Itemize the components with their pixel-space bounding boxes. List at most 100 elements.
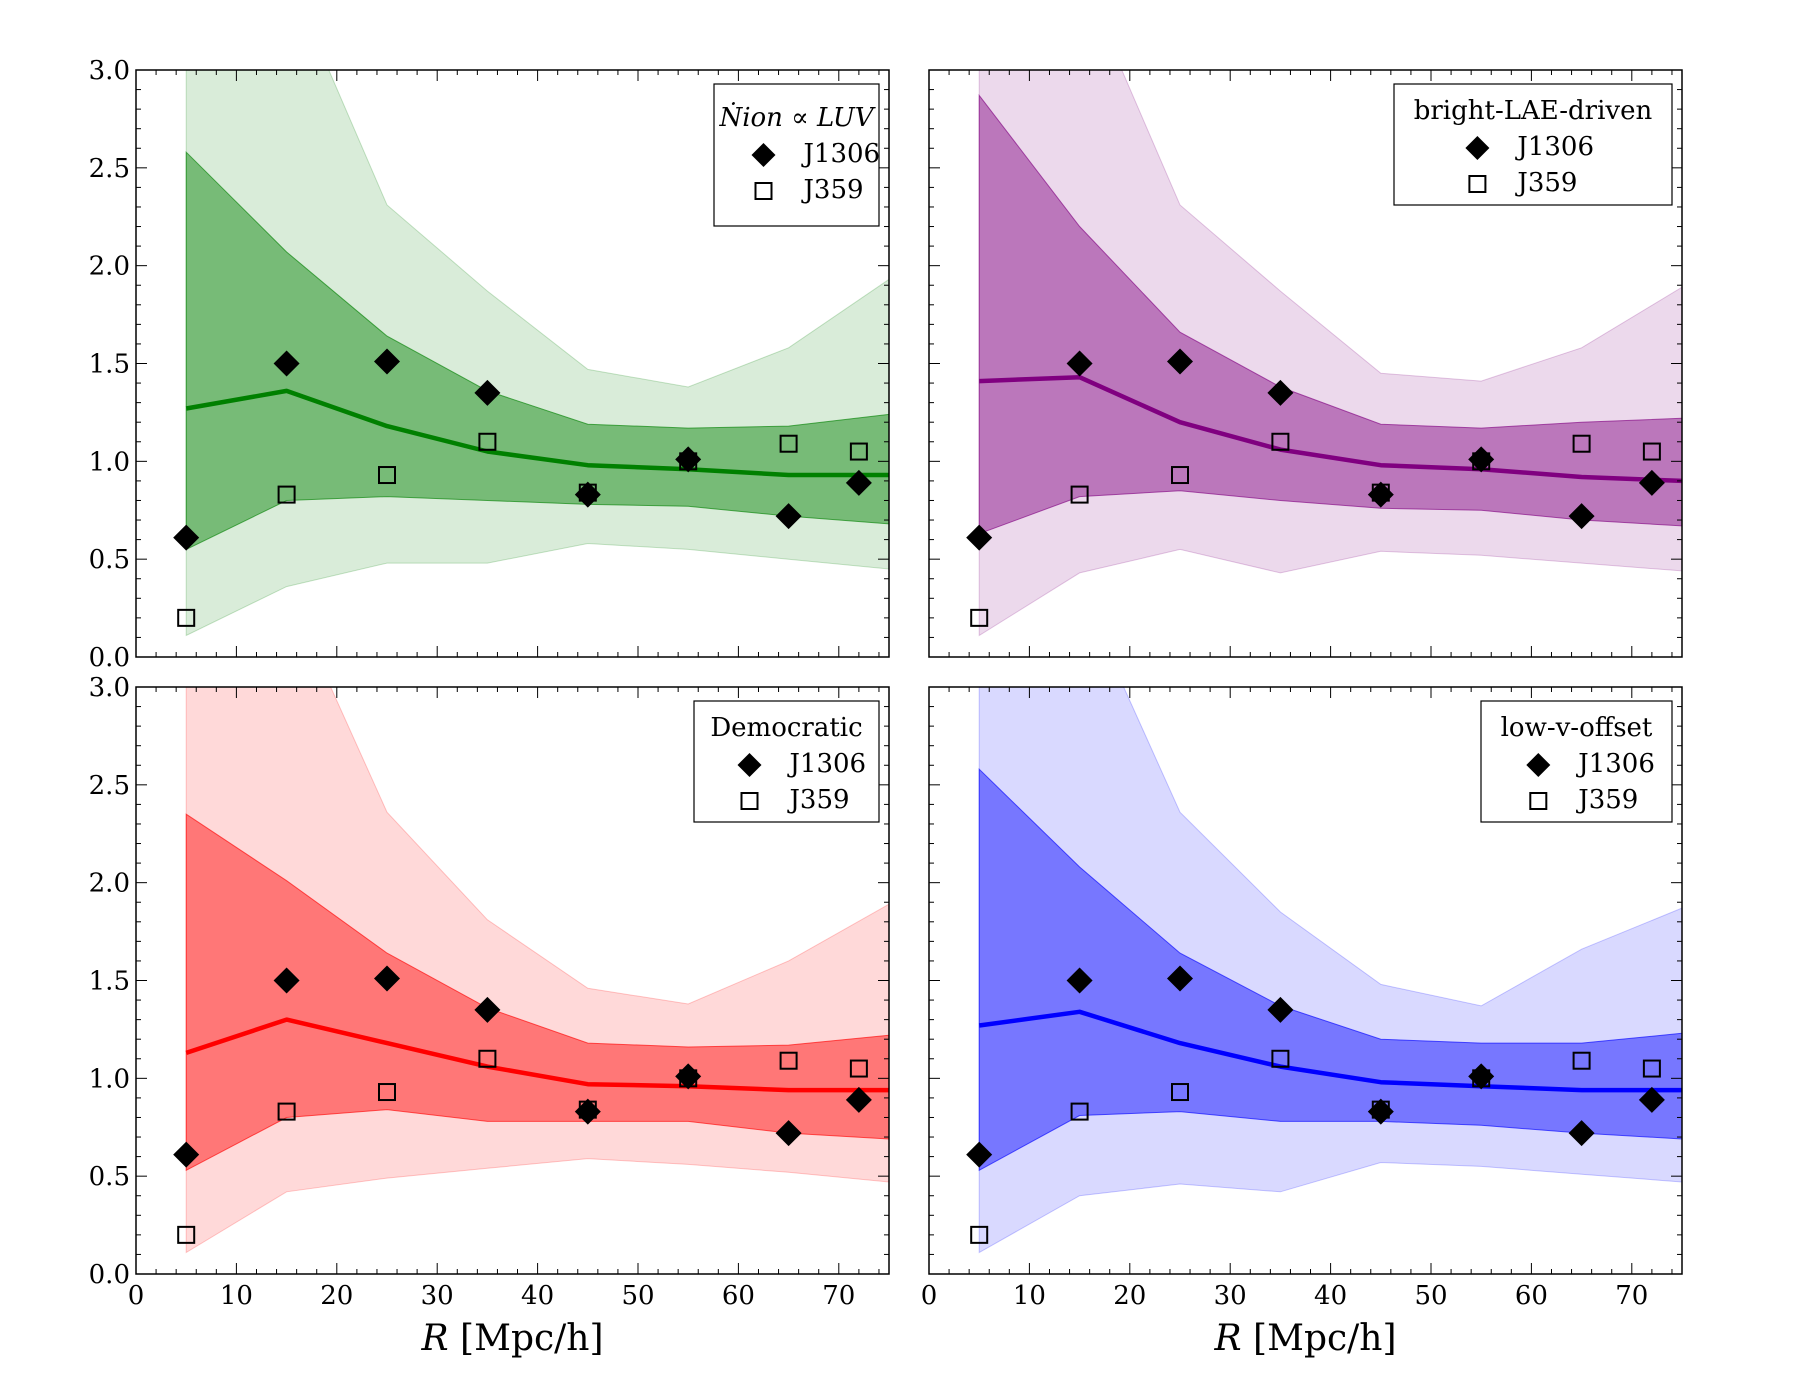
x-axis-label: R [Mpc/h] (420, 1318, 603, 1359)
j359-point (378, 466, 396, 485)
1sigma-band (978, 768, 1682, 1172)
y-tick-label: 1.5 (89, 967, 130, 997)
legend: bright-LAE-driven J1306 J359 (1393, 83, 1673, 206)
j359-point (1642, 442, 1661, 461)
x-tick-label: 30 (1214, 1281, 1247, 1311)
legend-box (1393, 83, 1673, 206)
j359-point (970, 1225, 989, 1244)
legend-j1306-marker (751, 143, 776, 167)
j1306-point (845, 469, 872, 496)
legend-j359-marker (740, 792, 759, 810)
j359-point (1642, 1059, 1661, 1078)
j359-point (1472, 452, 1491, 471)
x-tick-label: 70 (1615, 1281, 1648, 1311)
j1306-point (273, 967, 300, 994)
legend: Democratic J1306 J359 (693, 700, 880, 823)
x-tick-label: 60 (1515, 1281, 1548, 1311)
x-tick-label: 20 (320, 1281, 353, 1311)
j1306-point (1066, 967, 1093, 994)
y-tick-label: 0.0 (89, 643, 130, 673)
j1306-point (966, 524, 993, 551)
x-tick-label: 60 (722, 1281, 755, 1311)
y-tick-label: 0.5 (89, 545, 130, 575)
legend-j359-marker (1468, 175, 1487, 193)
legend-title: Ṅion ∝ LUV (718, 101, 875, 133)
j1306-point (966, 1141, 993, 1168)
panel-bottom-left: 0.0 0.5 1.0 1.5 2.0 2.5 3.0 0 10 20 30 40 50 60 70 R [M… (89, 673, 890, 1359)
j1306-point (1568, 503, 1595, 530)
1sigma-band (978, 93, 1682, 535)
x-axis-label: R [Mpc/h] (1213, 1318, 1396, 1359)
x-tick-label: 20 (1113, 1281, 1146, 1311)
1sigma-band (185, 813, 889, 1172)
j1306-point (173, 524, 200, 551)
legend-j1306-label: J1306 (787, 749, 867, 779)
2sigma-band (978, 70, 1682, 637)
j359-point (1070, 485, 1089, 504)
legend-j1306-marker (1526, 753, 1551, 777)
legend-j359-label: J359 (787, 785, 850, 815)
j1306-point (474, 996, 501, 1023)
j359-point (1171, 466, 1189, 485)
j1306-point (1066, 350, 1093, 377)
x-tick-label: 40 (521, 1281, 554, 1311)
j359-point (1271, 432, 1290, 451)
j1306-point (273, 350, 300, 377)
model-median-line (185, 388, 889, 478)
model-median-line (978, 1009, 1682, 1093)
x-tick-label: 0 (128, 1281, 145, 1311)
j359-point (1472, 1069, 1491, 1088)
legend-j1306-label: J1306 (1575, 749, 1655, 779)
j1306-point (775, 1120, 802, 1147)
legend-j359-label: J359 (1514, 168, 1577, 198)
legend-j1306-marker (737, 753, 762, 777)
y-tick-label: 1.5 (89, 350, 130, 380)
y-tick-label: 2.5 (89, 154, 130, 184)
1sigma-band (185, 150, 889, 551)
2sigma-band (185, 70, 889, 637)
j1306-point (173, 1141, 200, 1168)
j359-point (277, 1102, 296, 1121)
y-tick-label: 0.0 (89, 1260, 130, 1290)
j359-point (679, 452, 698, 471)
j1306-point (845, 1086, 872, 1113)
legend-title: low-v-offset (1501, 713, 1653, 743)
2sigma-band (978, 687, 1682, 1254)
x-tick-label: 0 (921, 1281, 938, 1311)
legend: low-v-offset J1306 J359 (1480, 700, 1673, 823)
x-tick-label: 10 (1013, 1281, 1046, 1311)
y-tick-label: 2.5 (89, 771, 130, 801)
j1306-point (1267, 996, 1294, 1023)
j359-point (177, 608, 196, 627)
legend-box (1480, 700, 1673, 823)
j1306-point (775, 503, 802, 530)
x-tick-label: 50 (1414, 1281, 1447, 1311)
j1306-point (374, 348, 400, 375)
j1306-point (1267, 379, 1294, 406)
j359-point (679, 1069, 698, 1088)
y-tick-label: 0.5 (89, 1162, 130, 1192)
x-tick-label: 70 (822, 1281, 855, 1311)
panel-bottom-right: 0 10 20 30 40 50 60 70 R [Mpc/h] low-v-offset J130… (921, 686, 1683, 1359)
x-tick-label: 40 (1314, 1281, 1347, 1311)
y-tick-label: 2.0 (89, 869, 130, 899)
j359-point (1572, 1051, 1591, 1070)
j359-point (1572, 434, 1591, 453)
x-axis-symbol: R (420, 1318, 448, 1359)
j359-point (478, 432, 497, 451)
x-axis-unit: [Mpc/h] (449, 1318, 604, 1359)
legend-j359-marker (754, 182, 773, 200)
j1306-point (1638, 1086, 1665, 1113)
j359-point (1371, 483, 1390, 502)
j359-point (177, 1225, 196, 1244)
j359-point (779, 1051, 798, 1070)
legend-j359-label: J359 (1575, 785, 1638, 815)
plot-area (978, 70, 1682, 637)
j359-point (849, 1059, 868, 1078)
legend-j1306-marker (1465, 136, 1490, 160)
x-axis-symbol: R (1213, 1318, 1241, 1359)
x-axis-unit: [Mpc/h] (1242, 1318, 1397, 1359)
j359-point (1070, 1102, 1089, 1121)
j359-point (378, 1083, 396, 1102)
j359-point (1271, 1049, 1290, 1068)
